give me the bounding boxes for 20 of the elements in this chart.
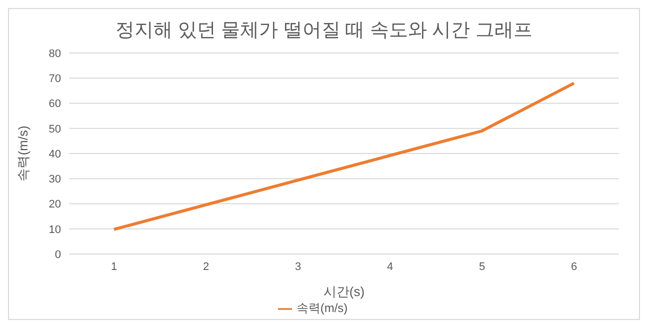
y-tick-label: 20	[48, 198, 61, 211]
x-tick-label: 4	[386, 260, 394, 273]
y-tick-label: 70	[48, 73, 61, 86]
x-tick-label: 6	[570, 260, 578, 273]
x-tick-label: 3	[294, 260, 302, 273]
y-axis-title: 속력(m/s)	[16, 126, 31, 182]
chart-title: 정지해 있던 물체가 떨어질 때 속도와 시간 그래프	[114, 19, 534, 43]
line-series	[112, 82, 576, 231]
y-tick-label: 10	[48, 224, 61, 236]
x-tick-label: 2	[202, 260, 210, 273]
x-tick-label: 5	[478, 260, 486, 273]
y-tick-label: 40	[48, 148, 61, 160]
y-tick-label: 50	[48, 123, 61, 136]
y-tick-label: 60	[48, 98, 61, 110]
x-axis-title: 시간(s)	[323, 284, 365, 299]
x-tick-label: 1	[110, 260, 118, 273]
legend-label: 속력(m/s)	[296, 301, 348, 315]
y-tick-label: 80	[48, 48, 61, 60]
y-tick-label: 0	[54, 248, 61, 261]
y-tick-label: 30	[48, 174, 61, 186]
